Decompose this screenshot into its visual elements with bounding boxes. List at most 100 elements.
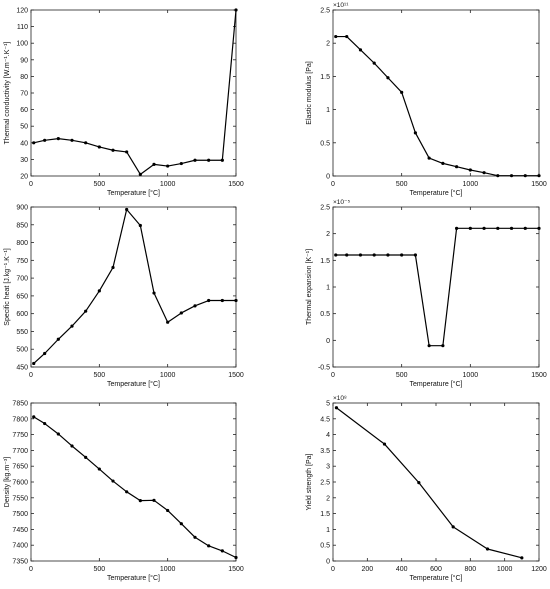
plot-frame (30, 206, 237, 368)
y-tick-label: -0.5 (318, 365, 330, 372)
y-tick-label: 7550 (12, 495, 28, 502)
chart-panel-6: 0 200 400 600 800 1000 1200 0 0.5 1 1.5 2 2.5 3 3.5 4 4.… (306, 395, 547, 582)
chart-panel-3: 0 500 1000 1500 450 500 550 600 650 700 750 800 850 9… (4, 205, 244, 389)
x-tick-label: 1000 (497, 566, 513, 573)
x-tick-label: 0 (331, 372, 335, 379)
y-tick-label: 0.5 (320, 311, 330, 318)
data-point (345, 253, 349, 257)
y-axis-label: Specific heat [J.kg⁻¹.K⁻¹] (4, 248, 11, 325)
data-point (413, 131, 417, 135)
data-point (97, 289, 101, 293)
x-tick-label: 800 (464, 566, 476, 573)
series-line (335, 227, 539, 347)
y-tick-label: 70 (20, 91, 28, 98)
x-tick-label: 1500 (531, 181, 547, 188)
axis-multiplier: ×10⁻⁵ (333, 199, 350, 206)
data-point (43, 351, 47, 356)
data-point (111, 148, 115, 152)
y-tick-label: 5 (326, 401, 330, 408)
y-tick-label: 7750 (12, 432, 28, 439)
data-point (32, 415, 36, 419)
axis-multiplier: ×10¹¹ (333, 2, 349, 9)
x-tick-label: 1000 (463, 372, 479, 379)
y-tick-label: 2 (326, 231, 330, 238)
data-point (125, 150, 129, 154)
data-point (125, 490, 129, 494)
data-point (43, 421, 47, 426)
y-tick-label: 80 (20, 74, 28, 81)
data-point (451, 525, 455, 529)
data-point (482, 171, 486, 175)
data-point (334, 253, 338, 257)
data-point (382, 442, 387, 446)
y-axis-label: Density [kg.m⁻³] (4, 457, 11, 507)
data-point (138, 499, 142, 503)
data-point (400, 90, 404, 94)
y-tick-label: 7350 (12, 559, 28, 566)
data-point (43, 138, 47, 142)
y-tick-label: 3 (326, 464, 330, 471)
data-point (193, 158, 197, 162)
data-point (345, 34, 349, 39)
x-axis-label: Temperature [°C] (107, 189, 160, 197)
y-tick-label: 800 (16, 240, 28, 247)
y-tick-label: 450 (16, 365, 28, 372)
y-tick-label: 850 (16, 222, 28, 229)
data-point (193, 304, 197, 308)
data-point (417, 481, 421, 485)
data-point (179, 311, 183, 315)
data-point (166, 164, 170, 168)
data-point (207, 544, 211, 548)
chart-panel-1: 0 500 1000 1500 20 30 40 50 60 70 80 90 100 110 120 Tem… (4, 8, 244, 198)
data-point (56, 137, 60, 141)
data-point (372, 253, 376, 257)
data-point (496, 174, 500, 178)
data-point (111, 479, 115, 483)
y-tick-label: 650 (16, 293, 28, 300)
data-point (427, 156, 431, 160)
data-point (138, 223, 142, 228)
y-axis-label: Yield strength [Pa] (306, 453, 313, 510)
y-tick-label: 7500 (12, 511, 28, 518)
data-point (138, 172, 142, 176)
data-point (32, 361, 36, 366)
data-point (485, 547, 490, 551)
data-point (152, 291, 156, 295)
y-tick-label: 0 (326, 559, 330, 566)
y-tick-label: 0.5 (320, 140, 330, 147)
data-point (125, 207, 129, 212)
y-tick-label: 2.5 (320, 205, 330, 212)
x-axis-label: Temperature [°C] (410, 380, 463, 388)
y-tick-label: 900 (16, 205, 28, 212)
y-tick-label: 40 (20, 140, 28, 147)
data-point (70, 324, 74, 328)
chart-panel-5: 0 500 1000 1500 7350 7400 7450 7500 7550 7600 7650… (4, 401, 244, 583)
data-point (70, 138, 74, 142)
y-tick-label: 2.5 (320, 480, 330, 487)
y-tick-label: 1 (326, 285, 330, 292)
y-axis-label: Thermal expansion [K⁻¹] (306, 249, 313, 325)
data-point (166, 320, 170, 324)
y-tick-label: 7400 (12, 543, 28, 550)
plot-frame (332, 206, 540, 368)
y-tick-label: 0 (326, 174, 330, 181)
y-tick-label: 0.5 (320, 543, 330, 550)
y-tick-label: 4.5 (320, 416, 330, 423)
y-tick-label: 1.5 (320, 74, 330, 81)
data-point (441, 344, 445, 348)
y-tick-label: 1.5 (320, 511, 330, 518)
y-tick-label: 600 (16, 311, 28, 318)
chart-panel-4: 0 500 1000 1500-0.500.511.522.5Temperature … (306, 199, 547, 388)
y-tick-label: 500 (16, 347, 28, 354)
data-point (207, 298, 211, 303)
series-line (336, 407, 522, 559)
data-point (179, 522, 183, 526)
data-point (97, 467, 101, 471)
plot-frame (332, 402, 540, 562)
data-point (358, 48, 363, 52)
data-point (523, 174, 527, 178)
data-point (455, 226, 459, 230)
y-tick-label: 0 (326, 338, 330, 345)
x-tick-label: 1500 (228, 566, 244, 573)
data-point (84, 455, 88, 459)
